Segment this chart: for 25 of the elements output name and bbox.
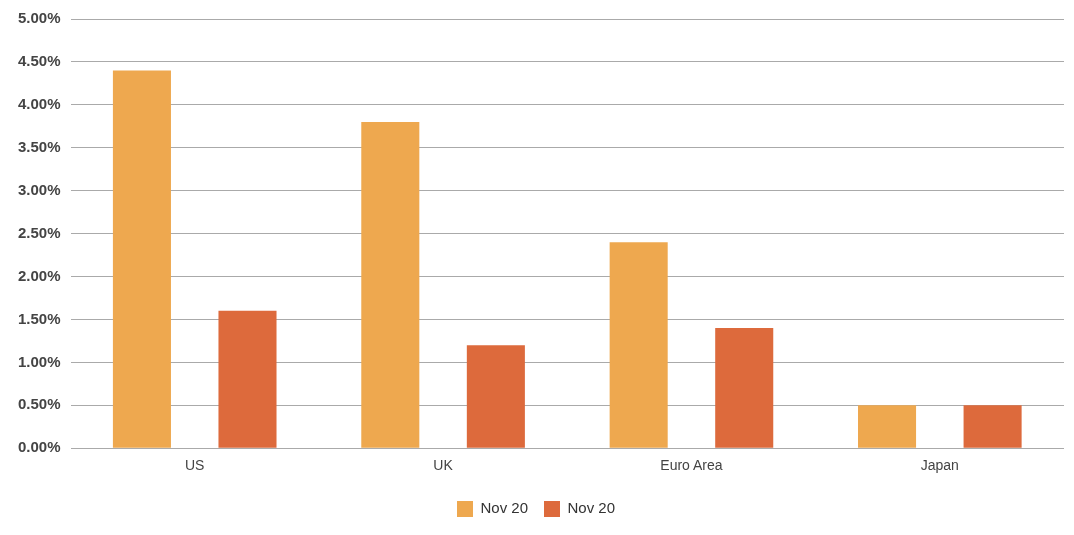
y-tick-label: 2.50% xyxy=(17,223,61,241)
y-tick-label: 1.00% xyxy=(17,352,61,370)
legend-label: Nov 20 xyxy=(480,499,528,517)
y-tick-label: 0.50% xyxy=(17,395,61,413)
y-tick-label: 2.00% xyxy=(17,266,61,284)
bar xyxy=(218,310,277,448)
y-tick-label: 4.00% xyxy=(17,94,61,112)
bar xyxy=(715,328,774,448)
bar xyxy=(609,242,668,448)
y-tick-label: 4.50% xyxy=(17,52,61,70)
x-tick-label: Euro Area xyxy=(660,457,723,474)
legend-label: Nov 20 xyxy=(567,499,616,517)
y-tick-label: 3.00% xyxy=(17,180,61,198)
x-tick-label: US xyxy=(184,457,205,474)
bar xyxy=(112,70,171,448)
bar xyxy=(858,405,917,448)
y-tick-label: 3.50% xyxy=(17,137,61,155)
x-tick-label: UK xyxy=(433,457,454,474)
bar xyxy=(466,345,525,448)
x-tick-label: Japan xyxy=(920,457,959,474)
y-tick-label: 1.50% xyxy=(17,309,61,327)
bar xyxy=(963,405,1022,448)
y-tick-label: 0.00% xyxy=(17,438,61,456)
y-tick-label: 5.00% xyxy=(17,9,61,27)
bar xyxy=(361,122,420,448)
